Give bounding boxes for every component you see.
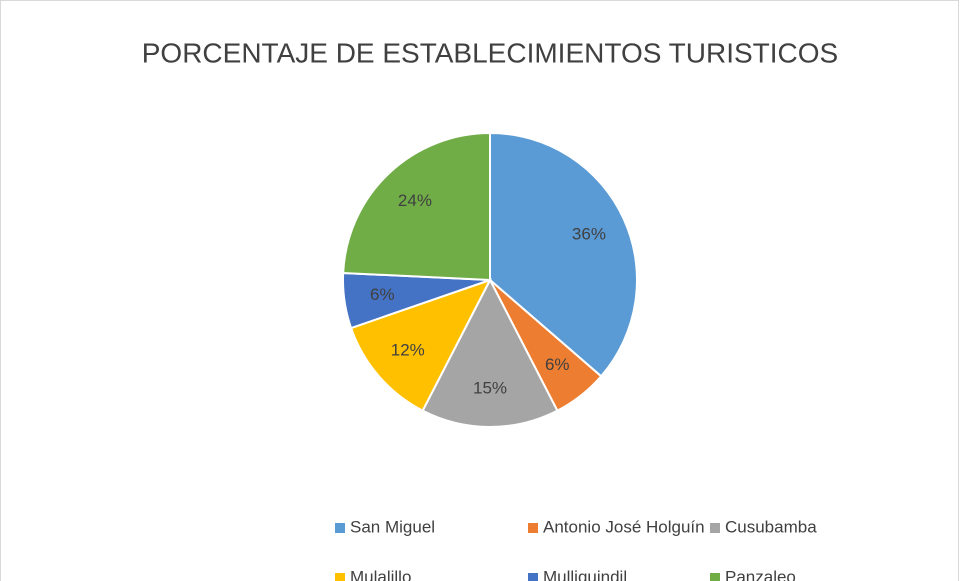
- data-label: 6%: [370, 285, 395, 304]
- pie-slice: [342, 131, 491, 282]
- data-label: 36%: [572, 224, 606, 243]
- chart-title: PORCENTAJE DE ESTABLECIMIENTOS TURISTICO…: [142, 37, 839, 68]
- legend-swatch: [528, 573, 538, 581]
- legend-swatch: [335, 523, 345, 533]
- legend-label: Cusubamba: [725, 517, 817, 536]
- legend-swatch: [710, 573, 720, 581]
- legend-label: Antonio José Holguín: [543, 517, 705, 536]
- legend-label: Mulalillo: [350, 567, 411, 581]
- data-label: 12%: [391, 341, 425, 360]
- legend-label: Panzaleo: [725, 567, 796, 581]
- data-label: 6%: [545, 355, 570, 374]
- pie-slice: [489, 131, 638, 378]
- data-label: 15%: [473, 378, 507, 397]
- legend-swatch: [710, 523, 720, 533]
- pie-slice: [349, 278, 493, 413]
- pie-slice: [421, 277, 559, 428]
- legend-label: Mulliquindil: [543, 567, 627, 581]
- data-label: 24%: [398, 191, 432, 210]
- legend-swatch: [335, 573, 345, 581]
- legend-swatch: [528, 523, 538, 533]
- legend-label: San Miguel: [350, 517, 435, 536]
